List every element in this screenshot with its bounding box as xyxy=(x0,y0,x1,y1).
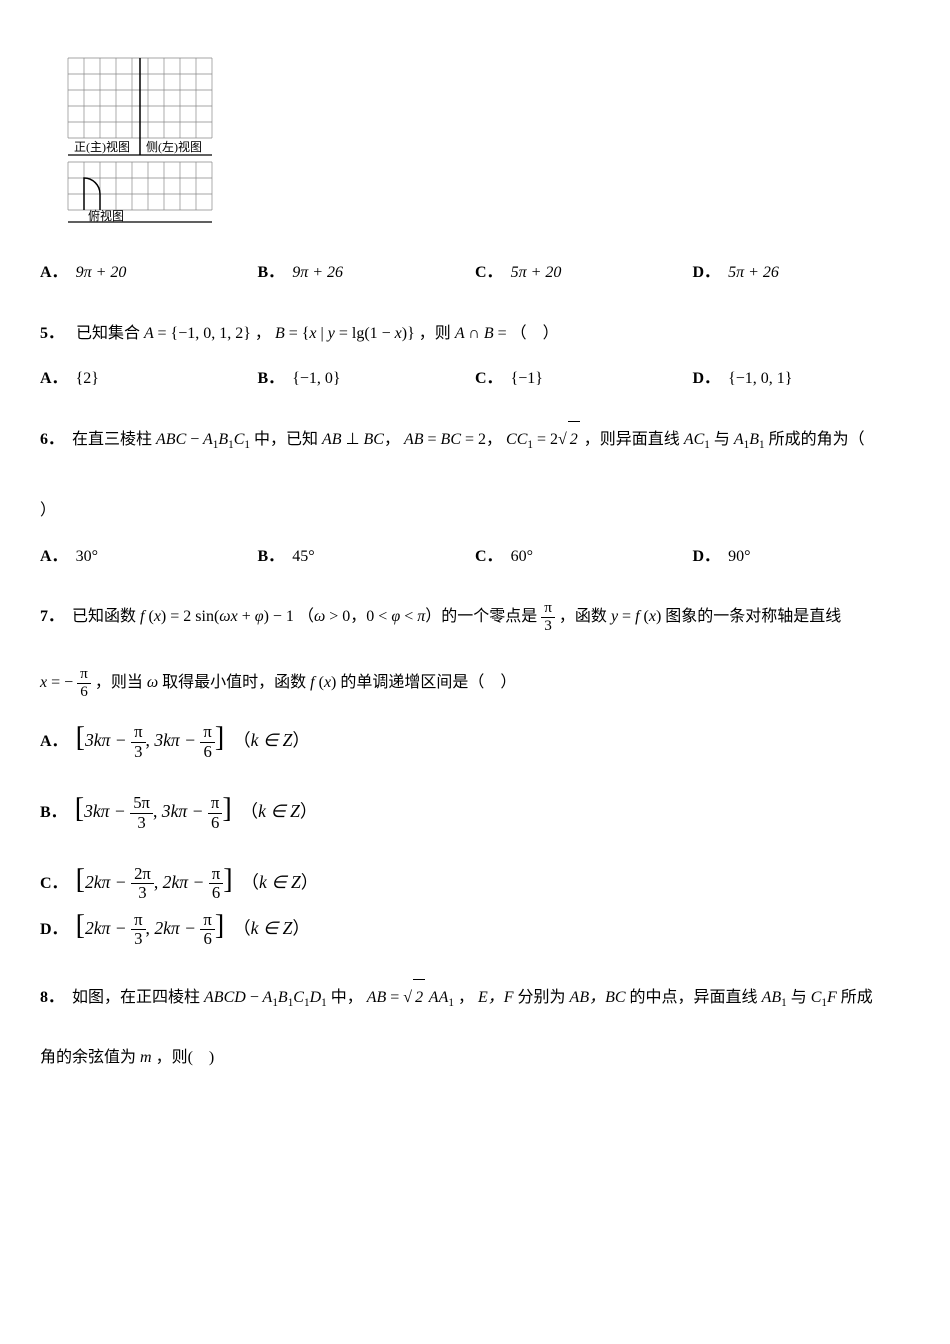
three-view-svg: 正(主)视图 侧(左)视图 俯视图 xyxy=(60,50,220,230)
q7-opt-c: [2kπ − 2π3, 2kπ − π6] （k ∈ Z） xyxy=(76,857,319,903)
q5-options: A． {2} B． {−1, 0} C． {−1} D． {−1, 0, 1} xyxy=(40,366,910,392)
q5-opt-b: {−1, 0} xyxy=(292,366,340,392)
q7-opt-d: [2kπ − π3, 2kπ − π6] （k ∈ Z） xyxy=(76,903,310,949)
opt-label-b: B． xyxy=(258,366,285,392)
q7-opt-a: [3kπ − π3, 3kπ − π6] （k ∈ Z） xyxy=(76,715,310,761)
q7-axis: x = − xyxy=(40,674,73,691)
q5-expr: A ∩ B = xyxy=(455,325,507,342)
q7-yfx: y = f (x) xyxy=(611,608,661,625)
q7-options: A． [3kπ − π3, 3kπ − π6] （k ∈ Z） B． [3kπ … xyxy=(40,715,910,948)
front-view-label: 正(主)视图 xyxy=(74,139,130,154)
opt-label-a: A． xyxy=(40,260,68,286)
q7-zero: π3 xyxy=(541,600,555,634)
q5-mid: ，则 xyxy=(419,325,451,342)
q7-fx: f (x) xyxy=(310,674,336,691)
q6-opt-d: 90° xyxy=(728,544,750,570)
q4-opt-b: 9π + 26 xyxy=(292,260,343,286)
q6-line1: AC1 xyxy=(684,431,710,448)
q6-prism: ABC − A1B1C1 xyxy=(156,431,250,448)
side-view-label: 侧(左)视图 xyxy=(146,139,202,154)
opt-label-c: C． xyxy=(475,260,503,286)
q5-prefix: 已知集合 xyxy=(76,325,140,342)
q7-num: 7． xyxy=(40,608,64,625)
q5-stem: 5． 已知集合 A = {−1, 0, 1, 2} ， B = {x | y =… xyxy=(40,316,910,351)
opt-label-b: B． xyxy=(258,544,285,570)
q6-opt-b: 45° xyxy=(292,544,314,570)
q6-cond3: CC1 = 2√2 xyxy=(506,431,580,448)
q5-set-a: A = {−1, 0, 1, 2} xyxy=(144,325,251,342)
opt-label-c: C． xyxy=(40,871,68,897)
q8-cond: AB = √2 AA1 xyxy=(367,989,454,1006)
q6-stem: 6．在直三棱柱 ABC − A1B1C1 中，已知 AB ⊥ BC， AB = … xyxy=(40,421,910,528)
opt-label-b: B． xyxy=(258,260,285,286)
q4-opt-a: 9π + 20 xyxy=(76,260,127,286)
q7-func: f (x) = 2 sin(ωx + φ) − 1 xyxy=(140,608,294,625)
q6-opt-c: 60° xyxy=(511,544,533,570)
three-view-diagram: 正(主)视图 侧(左)视图 俯视图 xyxy=(60,50,910,230)
top-view-label: 俯视图 xyxy=(88,208,124,223)
q8-stem2: 角的余弦值为 m ，则( ) xyxy=(40,1040,910,1075)
opt-label-d: D． xyxy=(693,544,721,570)
q6-cond1: AB ⊥ BC xyxy=(322,431,384,448)
q6-options: A． 30° B． 45° C． 60° D． 90° xyxy=(40,544,910,570)
opt-label-b: B． xyxy=(40,800,67,826)
opt-label-d: D． xyxy=(40,917,68,943)
q5-num: 5． xyxy=(40,325,64,342)
q5-opt-c: {−1} xyxy=(511,366,543,392)
opt-label-c: C． xyxy=(475,366,503,392)
q6-line2: A1B1 xyxy=(734,431,765,448)
q8-num: 8． xyxy=(40,989,64,1006)
q8-stem: 8．如图，在正四棱柱 ABCD − A1B1C1D1 中， AB = √2 AA… xyxy=(40,979,910,1016)
q5-opt-a: {2} xyxy=(76,366,99,392)
q6-opt-a: 30° xyxy=(76,544,98,570)
q7-opt-b: [3kπ − 5π3, 3kπ − π6] （k ∈ Z） xyxy=(75,786,318,832)
q4-options: A． 9π + 20 B． 9π + 26 C． 5π + 20 D． 5π + 26 xyxy=(40,260,910,286)
q5-paren: （ ） xyxy=(511,325,559,342)
opt-label-a: A． xyxy=(40,544,68,570)
q5-opt-d: {−1, 0, 1} xyxy=(728,366,792,392)
q5-set-b: B = {x | y = lg(1 − x)} xyxy=(275,325,415,342)
q7-stem2: x = − π6 ，则当 ω 取得最小值时，函数 f (x) 的单调递增区间是（… xyxy=(40,665,910,701)
q4-opt-c: 5π + 20 xyxy=(511,260,562,286)
opt-label-d: D． xyxy=(693,366,721,392)
q7-stem: 7．已知函数 f (x) = 2 sin(ωx + φ) − 1 （ω > 0，… xyxy=(40,599,910,635)
q8-line1: AB1 xyxy=(762,989,787,1006)
q4-opt-d: 5π + 26 xyxy=(728,260,779,286)
opt-label-a: A． xyxy=(40,366,68,392)
opt-label-c: C． xyxy=(475,544,503,570)
opt-label-a: A． xyxy=(40,729,68,755)
q6-num: 6． xyxy=(40,431,64,448)
q8-prism: ABCD − A1B1C1D1 xyxy=(204,989,327,1006)
q6-cond2: AB = BC = 2 xyxy=(404,431,486,448)
opt-label-d: D． xyxy=(693,260,721,286)
q8-line2: C1F xyxy=(811,989,837,1006)
